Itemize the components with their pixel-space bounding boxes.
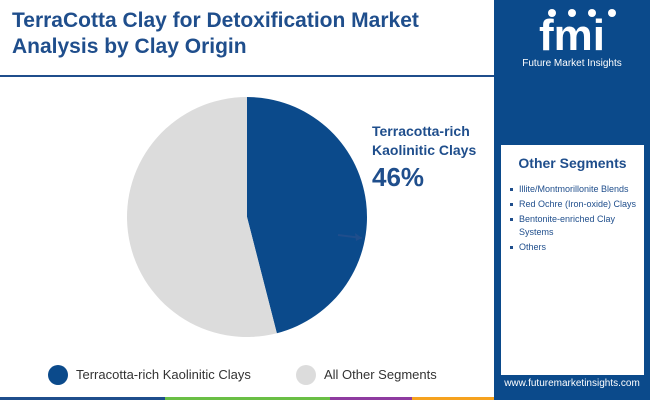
- logo-mark: fmi: [539, 11, 605, 60]
- logo-dot-icon: [568, 9, 576, 17]
- other-segments-panel: Other Segments Illite/Montmorillonite Bl…: [501, 145, 644, 375]
- fmi-logo: fmi: [539, 9, 616, 60]
- legend-label-terracotta: Terracotta-rich Kaolinitic Clays: [76, 367, 251, 382]
- list-item: Red Ochre (Iron-oxide) Clays: [509, 198, 641, 211]
- pie-slice-others: [127, 97, 277, 337]
- legend-label-others: All Other Segments: [324, 367, 437, 382]
- other-segments-heading: Other Segments: [518, 155, 627, 171]
- pie-slice-terracotta: [247, 97, 368, 334]
- annotation-value: 46%: [372, 162, 424, 192]
- annotation-label-line2: Kaolinitic Clays: [372, 142, 476, 158]
- list-item: Bentonite-enriched Clay Systems: [509, 213, 641, 239]
- pie-slices: [127, 97, 368, 337]
- sidebar: fmi Future Market Insights Other Segment…: [494, 0, 650, 400]
- title-divider: [0, 75, 494, 77]
- annotation-arrowhead: [355, 233, 362, 241]
- list-item: Illite/Montmorillonite Blends: [509, 183, 641, 196]
- logo-dot-icon: [548, 9, 556, 17]
- legend-swatch-terracotta: [48, 365, 68, 385]
- chart-title: TerraCotta Clay for Detoxification Marke…: [12, 9, 419, 58]
- legend-swatch-others: [296, 365, 316, 385]
- annotation-label-line1: Terracotta-rich: [372, 123, 470, 139]
- website-link[interactable]: www.futuremarketinsights.com: [504, 378, 640, 389]
- pie-chart: Terracotta-rich Kaolinitic Clays 46%: [127, 97, 476, 337]
- brand-name: Future Market Insights: [522, 58, 622, 69]
- accent-bar: [0, 397, 494, 400]
- logo-dot-icon: [608, 9, 616, 17]
- logo-dot-icon: [588, 9, 596, 17]
- other-segments-list: Illite/Montmorillonite Blends Red Ochre …: [509, 183, 641, 256]
- list-item: Others: [509, 241, 641, 254]
